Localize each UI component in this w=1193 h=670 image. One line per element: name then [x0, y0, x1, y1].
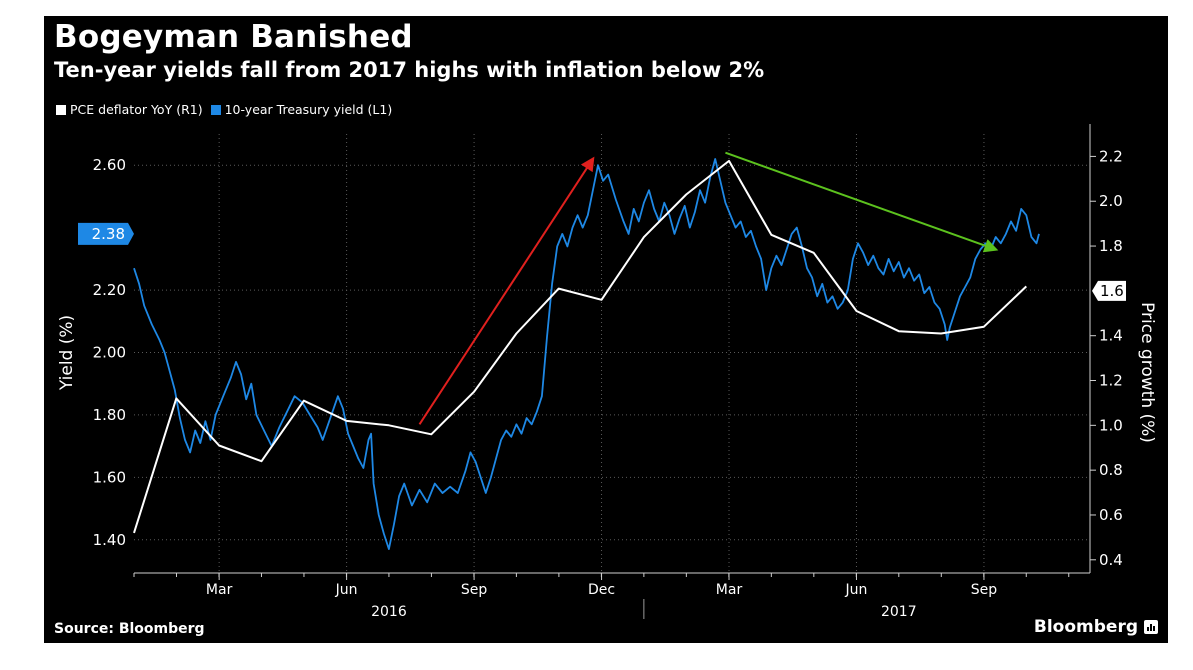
left-tick-label-0: 2.60	[93, 156, 126, 174]
series-line-pce	[133, 159, 1027, 534]
right-current-value-tag	[1092, 280, 1126, 301]
legend-label-yield: 10-year Treasury yield (L1)	[224, 102, 393, 117]
right-tick-label-6: 0.8	[1099, 461, 1123, 479]
annotation-arrow-down	[725, 151, 999, 253]
right-tick-label-1: 2.0	[1099, 192, 1123, 210]
left-tick-label-4: 1.60	[93, 468, 126, 486]
left-tick-label-5: 1.40	[93, 531, 126, 549]
legend-swatch-pce	[56, 104, 66, 115]
right-tick-label-7: 0.6	[1099, 506, 1123, 524]
legend-label-pce: PCE deflator YoY (R1)	[70, 102, 203, 117]
legend-item-yield: 10-year Treasury yield (L1)	[210, 102, 393, 117]
right-tick-label-4: 1.2	[1099, 372, 1123, 390]
legend-item-pce: PCE deflator YoY (R1)	[56, 102, 203, 117]
bloomberg-terminal-icon	[1144, 620, 1158, 634]
line-chart: Mar Jun Sep Dec Mar Jun Sep 2016 2017 2.60 2.20 2.0…	[57, 124, 1157, 620]
left-current-value-tag	[78, 222, 134, 245]
x-tick-label-0: Mar	[206, 582, 233, 598]
legend: PCE deflator YoY (R1) 10-year Treasury y…	[56, 102, 400, 117]
left-current-value-label: 2.38	[92, 225, 125, 243]
x-tick-label-2: Sep	[461, 582, 488, 598]
right-current-value-label: 1.6	[1100, 282, 1124, 300]
right-tick-label-5: 1.0	[1099, 416, 1123, 434]
source-note: Source: Bloomberg	[54, 621, 205, 637]
right-axis-title: Price growth (%)	[1137, 302, 1157, 443]
left-tick-label-1: 2.20	[93, 281, 126, 299]
x-tick-label-3: Dec	[588, 582, 615, 598]
x-tick-label-6: Sep	[971, 582, 998, 598]
right-tick-label-2: 1.8	[1099, 237, 1123, 255]
right-tick-label-8: 0.4	[1099, 551, 1123, 569]
brand-name: Bloomberg	[1033, 617, 1138, 637]
x-tick-label-5: Jun	[845, 582, 868, 598]
series-line-yield	[133, 158, 1040, 550]
x-tick-label-1: Jun	[335, 582, 358, 598]
x-tick-label-4: Mar	[716, 582, 743, 598]
x-year-label-0: 2016	[371, 604, 407, 620]
left-tick-label-2: 2.00	[93, 344, 126, 362]
brand: Bloomberg	[1034, 617, 1158, 637]
left-tick-label-3: 1.80	[93, 406, 126, 424]
legend-swatch-yield	[210, 104, 221, 115]
right-tick-label-3: 1.4	[1099, 327, 1123, 345]
annotation-arrow-up	[418, 156, 595, 425]
chart-title: Bogeyman Banished	[54, 19, 413, 55]
chart-frame: Bogeyman Banished Ten-year yields fall f…	[44, 16, 1168, 643]
chart-subtitle: Ten-year yields fall from 2017 highs wit…	[54, 58, 765, 82]
x-year-label-1: 2017	[881, 604, 917, 620]
right-tick-label-0: 2.2	[1099, 147, 1123, 165]
left-axis-title: Yield (%)	[57, 315, 77, 391]
